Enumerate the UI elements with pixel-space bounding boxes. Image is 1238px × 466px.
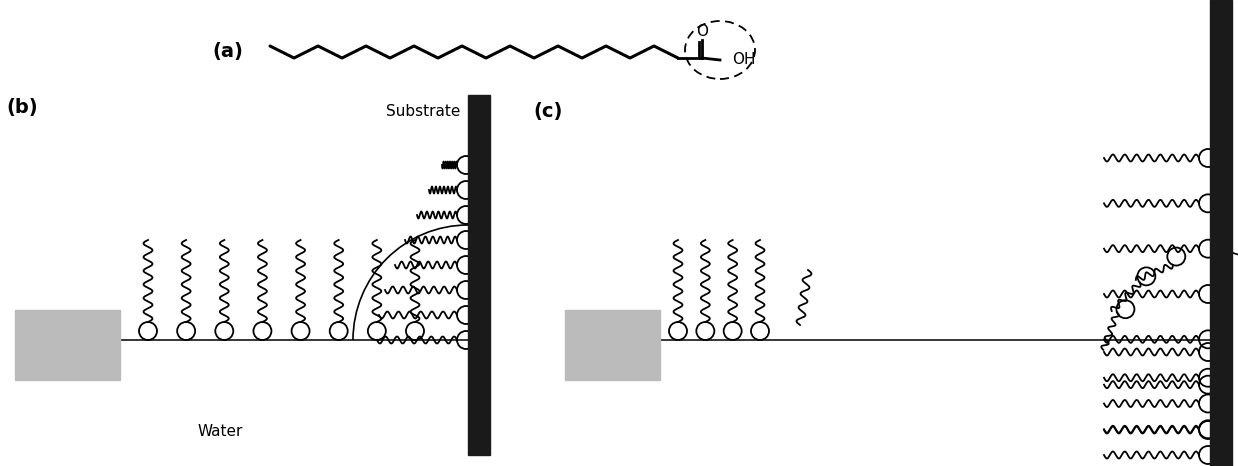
Text: (a): (a) [213,42,244,62]
Bar [1210,0,1232,466]
Text: (b): (b) [6,98,38,117]
Text: OH: OH [732,53,755,68]
Text: Barrier: Barrier [37,337,98,352]
Text: (c): (c) [534,103,563,122]
Text: O: O [696,25,708,40]
FancyArrow shape [569,363,640,377]
Bar [565,310,660,380]
Bar [15,310,120,380]
FancyArrow shape [20,363,100,377]
Bar [468,95,490,455]
Text: Substrate: Substrate [385,104,461,119]
Text: Water: Water [197,425,243,439]
